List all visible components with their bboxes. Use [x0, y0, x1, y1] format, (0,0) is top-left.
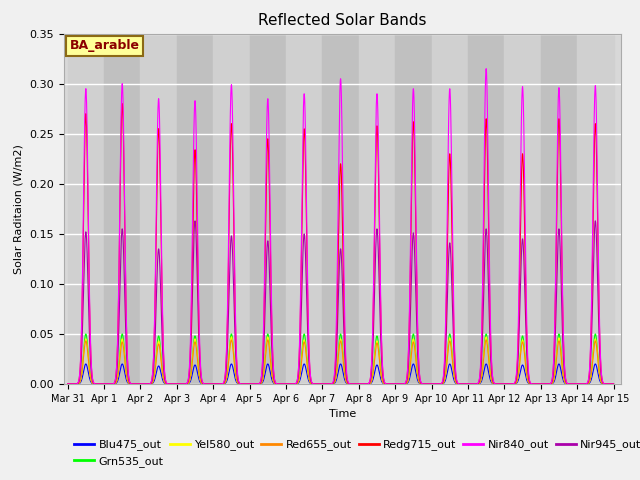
Bar — [359, 34, 395, 384]
Redg715_out — [118, 101, 126, 107]
Line: Blu475_out: Blu475_out — [68, 364, 614, 384]
Title: Reflected Solar Bands: Reflected Solar Bands — [258, 13, 427, 28]
Grn535_out — [162, 381, 170, 386]
Nir840_out — [494, 381, 502, 387]
Grn535_out — [321, 381, 328, 387]
Redg715_out — [610, 381, 618, 387]
Legend: Blu475_out, Grn535_out, Yel580_out, Red655_out, Redg715_out, Nir840_out, Nir945_: Blu475_out, Grn535_out, Yel580_out, Red6… — [70, 435, 640, 471]
Bar — [577, 34, 614, 384]
Grn535_out — [64, 381, 72, 387]
Redg715_out — [321, 381, 328, 387]
Blu475_out — [162, 381, 170, 387]
Grn535_out — [609, 381, 617, 387]
Yel580_out — [162, 381, 170, 386]
Yel580_out — [494, 381, 502, 387]
Nir840_out — [463, 381, 470, 387]
Nir840_out — [64, 381, 72, 387]
Red655_out — [433, 381, 440, 387]
Red655_out — [494, 381, 502, 387]
Redg715_out — [494, 381, 502, 387]
Grn535_out — [494, 381, 502, 387]
Text: BA_arable: BA_arable — [70, 39, 140, 52]
Red655_out — [162, 381, 170, 386]
Blu475_out — [609, 381, 617, 387]
Nir840_out — [162, 378, 170, 384]
Line: Yel580_out: Yel580_out — [68, 337, 614, 384]
Line: Nir945_out: Nir945_out — [68, 221, 614, 384]
Nir840_out — [433, 381, 440, 387]
Nir945_out — [591, 218, 599, 224]
Nir840_out — [483, 66, 490, 72]
Blu475_out — [494, 381, 502, 387]
Redg715_out — [64, 381, 72, 387]
Red655_out — [320, 381, 328, 387]
Yel580_out — [320, 381, 328, 387]
Yel580_out — [64, 381, 72, 387]
Bar — [541, 34, 577, 384]
Blu475_out — [321, 381, 328, 387]
Nir840_out — [609, 381, 617, 387]
Redg715_out — [162, 379, 170, 384]
Redg715_out — [463, 381, 471, 387]
Bar — [213, 34, 250, 384]
Red655_out — [483, 337, 490, 343]
Redg715_out — [433, 381, 440, 387]
Nir945_out — [463, 381, 470, 387]
Line: Grn535_out: Grn535_out — [68, 334, 614, 384]
Y-axis label: Solar Raditaion (W/m2): Solar Raditaion (W/m2) — [14, 144, 24, 274]
Grn535_out — [610, 381, 618, 387]
Bar — [504, 34, 541, 384]
Nir945_out — [320, 381, 328, 387]
Grn535_out — [463, 381, 471, 387]
Bar — [468, 34, 504, 384]
Bar — [104, 34, 140, 384]
Yel580_out — [609, 381, 617, 387]
Nir945_out — [609, 381, 617, 387]
Yel580_out — [463, 381, 470, 387]
Red655_out — [463, 381, 470, 387]
Blu475_out — [463, 381, 471, 387]
Yel580_out — [433, 381, 440, 387]
X-axis label: Time: Time — [329, 409, 356, 419]
Nir945_out — [610, 381, 618, 387]
Nir840_out — [610, 381, 618, 387]
Bar — [140, 34, 177, 384]
Blu475_out — [433, 381, 440, 387]
Line: Red655_out: Red655_out — [68, 340, 614, 384]
Blu475_out — [82, 361, 90, 367]
Yel580_out — [483, 334, 490, 340]
Bar — [395, 34, 431, 384]
Bar — [323, 34, 359, 384]
Bar — [286, 34, 323, 384]
Bar — [250, 34, 286, 384]
Bar — [431, 34, 468, 384]
Grn535_out — [433, 381, 440, 387]
Red655_out — [610, 381, 618, 387]
Redg715_out — [609, 381, 617, 387]
Nir945_out — [162, 380, 170, 385]
Grn535_out — [82, 331, 90, 337]
Bar — [177, 34, 213, 384]
Blu475_out — [610, 381, 618, 387]
Bar — [68, 34, 104, 384]
Line: Redg715_out: Redg715_out — [68, 104, 614, 384]
Nir945_out — [433, 381, 440, 387]
Nir945_out — [64, 381, 72, 387]
Nir840_out — [320, 381, 328, 387]
Line: Nir840_out: Nir840_out — [68, 69, 614, 384]
Yel580_out — [610, 381, 618, 387]
Blu475_out — [64, 381, 72, 387]
Red655_out — [64, 381, 72, 387]
Nir945_out — [494, 381, 502, 387]
Red655_out — [609, 381, 617, 387]
